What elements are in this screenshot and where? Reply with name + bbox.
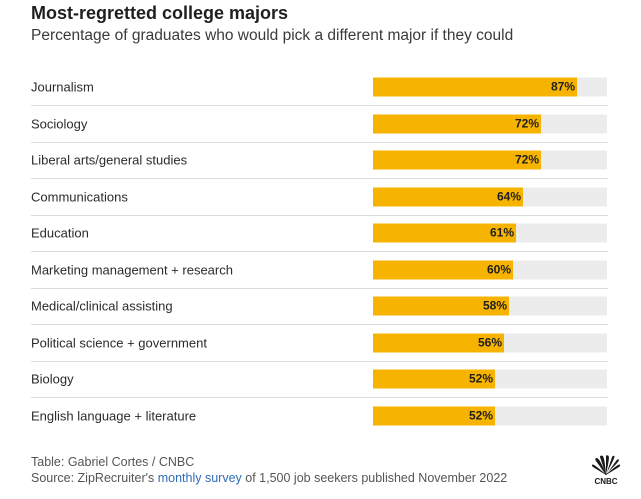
bar-track: 58% [373, 296, 607, 316]
category-label: Sociology [31, 116, 88, 131]
row-divider [31, 251, 608, 252]
category-label: Biology [31, 371, 74, 387]
bar [373, 114, 541, 133]
bar-track: 87% [373, 77, 607, 97]
bar [373, 406, 495, 425]
bar-track: 72% [373, 150, 607, 170]
row-divider [31, 397, 608, 398]
value-label: 52% [468, 371, 493, 386]
category-label: Marketing management + research [31, 262, 233, 277]
bar [373, 369, 495, 389]
bar-track: 72% [373, 114, 607, 133]
row-divider [31, 141, 608, 143]
bar [373, 296, 509, 316]
cnbc-logo: CNBC [591, 455, 621, 485]
source-note: Source: ZipRecruiter's monthly survey of… [31, 471, 507, 485]
category-label: Journalism [31, 79, 94, 95]
value-label: 52% [468, 408, 493, 422]
bar-track: 61% [373, 223, 607, 243]
value-label: 61% [489, 225, 514, 240]
bar-track: 60% [373, 260, 607, 279]
category-label: Liberal arts/general studies [31, 152, 188, 168]
value-label: 64% [496, 189, 521, 203]
logo-wordmark: CNBC [594, 477, 617, 485]
bar [373, 260, 513, 279]
value-label: 87% [550, 79, 575, 94]
bar-row: Sociology 72% [31, 106, 608, 142]
source-suffix: of 1,500 job seekers published November … [241, 471, 508, 485]
bar-row: Journalism 87% [31, 69, 608, 105]
row-divider [31, 178, 608, 179]
bar-track: 56% [373, 333, 607, 352]
bar-row: Political science + government 56% [31, 325, 608, 361]
row-divider [31, 105, 608, 106]
bar-track: 52% [373, 369, 607, 389]
bar-row: Biology 52% [31, 361, 608, 397]
category-label: Communications [31, 189, 128, 204]
value-label: 58% [482, 298, 507, 313]
bar-track: 64% [373, 187, 607, 206]
peacock-icon [591, 455, 621, 475]
bar [373, 150, 541, 170]
bar-row: Medical/clinical assisting 58% [31, 288, 608, 324]
value-label: 56% [477, 335, 502, 349]
value-label: 60% [486, 262, 511, 276]
bar-track: 52% [373, 406, 607, 425]
value-label: 72% [514, 152, 539, 167]
value-label: 72% [514, 116, 539, 130]
bar [373, 77, 577, 97]
bar [373, 223, 516, 243]
table-credit: Table: Gabriel Cortes / CNBC [31, 455, 195, 469]
row-divider [31, 287, 608, 289]
bar-row: Education 61% [31, 215, 608, 251]
monthly-survey-link[interactable]: monthly survey [157, 471, 242, 485]
bar-row: English language + literature 52% [31, 398, 608, 434]
category-label: English language + literature [31, 408, 197, 423]
category-label: Education [31, 225, 89, 241]
bar [373, 187, 523, 206]
row-divider [31, 324, 608, 325]
source-prefix: Source: ZipRecruiter's [31, 471, 158, 485]
category-label: Medical/clinical assisting [31, 298, 173, 314]
row-divider [31, 214, 608, 216]
bar-row: Communications 64% [31, 179, 608, 215]
chart-title: Most-regretted college majors [31, 3, 289, 23]
bar-row: Liberal arts/general studies 72% [31, 142, 608, 178]
row-divider [31, 360, 608, 362]
bar-row: Marketing management + research 60% [31, 252, 608, 288]
bar [373, 333, 504, 352]
chart-subtitle: Percentage of graduates who would pick a… [31, 27, 514, 44]
category-label: Political science + government [31, 335, 207, 350]
